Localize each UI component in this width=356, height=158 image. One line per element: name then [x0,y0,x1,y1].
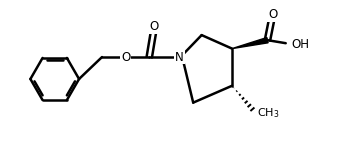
Polygon shape [232,38,268,49]
Text: O: O [121,51,130,64]
Text: N: N [175,51,184,64]
Text: OH: OH [292,38,310,51]
Text: O: O [150,20,159,33]
Text: O: O [268,8,277,21]
Text: CH$_3$: CH$_3$ [257,106,279,120]
